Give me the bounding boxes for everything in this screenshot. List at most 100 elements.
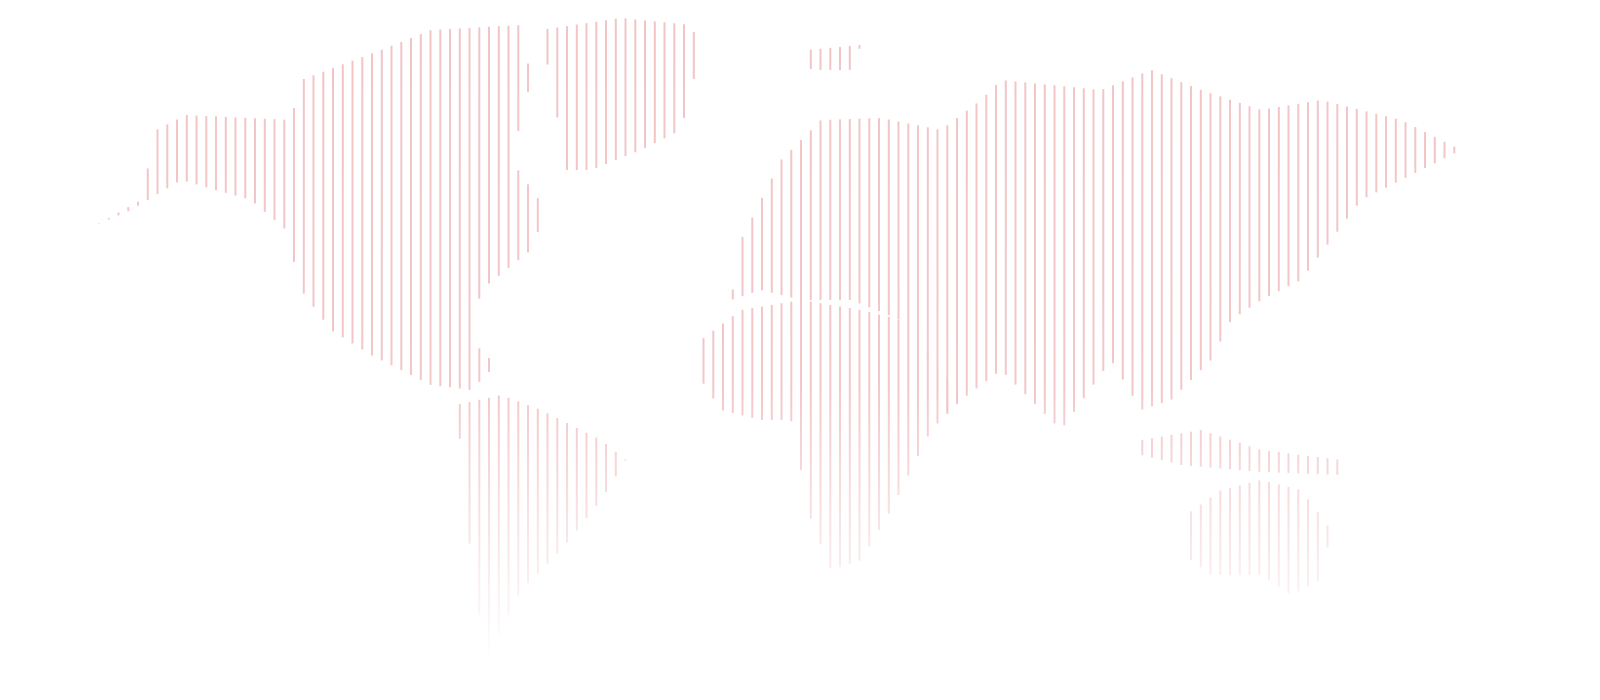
eurasia-line <box>1190 86 1192 380</box>
north-america-line <box>322 71 325 320</box>
africa-line <box>722 323 724 411</box>
north-america-line <box>166 124 169 189</box>
greenland-line <box>634 19 637 153</box>
north-america-line <box>127 207 130 212</box>
north-america-line <box>361 57 364 350</box>
southeast-asia-line <box>1190 431 1192 466</box>
eurasia-line <box>1336 104 1339 232</box>
eurasia-line <box>790 149 793 298</box>
eurasia-line <box>975 103 978 389</box>
eurasia-line <box>878 118 880 312</box>
greenland-line <box>692 31 695 79</box>
north-america-line <box>449 28 451 388</box>
south-america-line <box>527 405 529 583</box>
southeast-asia-line <box>1219 436 1222 469</box>
eurasia-line <box>965 110 968 396</box>
africa-line <box>926 353 929 437</box>
eurasia-line <box>1014 81 1017 385</box>
eurasia-line <box>1102 89 1105 371</box>
greenland-line <box>595 21 598 168</box>
north-america-line <box>263 118 266 212</box>
australia-line <box>1326 525 1329 548</box>
north-america-line <box>224 116 227 193</box>
north-america-line <box>302 79 305 294</box>
greenland-line <box>614 18 617 161</box>
eurasia-line <box>839 119 841 301</box>
australia-line <box>1219 490 1222 575</box>
greenland-line <box>575 24 578 170</box>
south-america-line <box>595 437 598 506</box>
eurasia-line <box>1326 101 1329 245</box>
north-america-line <box>312 75 315 307</box>
north-america-line <box>244 117 247 199</box>
eurasia-line <box>751 217 754 293</box>
south-america-line <box>497 395 500 635</box>
north-america-line <box>254 118 256 204</box>
eurasia-line <box>1199 89 1202 371</box>
north-america-line <box>185 115 188 182</box>
africa-line <box>800 300 802 470</box>
eurasia-line <box>1141 73 1144 410</box>
eurasia-line <box>897 121 900 319</box>
australia-line <box>1209 497 1212 575</box>
greenland-line <box>673 23 676 134</box>
eurasia-line <box>1268 108 1270 296</box>
greenland-line <box>663 22 666 139</box>
africa-line <box>790 301 793 422</box>
europe-north-line <box>839 46 841 70</box>
north-america-line <box>410 38 412 375</box>
south-america-line <box>488 397 490 654</box>
africa-line <box>839 306 841 567</box>
eurasia-line <box>1404 122 1407 178</box>
eurasia-line <box>1121 81 1124 380</box>
eurasia-line <box>1131 77 1134 396</box>
africa-line <box>887 316 890 514</box>
australia-line <box>1277 484 1280 587</box>
eurasia-line <box>1073 87 1075 412</box>
eurasia-line <box>1219 96 1222 342</box>
eurasia-line <box>1297 103 1300 282</box>
europe-north-line <box>858 45 861 49</box>
africa-line <box>819 303 822 544</box>
eurasia-line <box>1365 111 1368 198</box>
eurasia-line <box>1433 136 1436 164</box>
eurasia-line <box>1004 80 1007 375</box>
eurasia-line <box>1151 70 1153 407</box>
north-america-line <box>351 60 354 344</box>
south-america-line <box>614 451 617 477</box>
north-america-line <box>371 53 373 356</box>
north-america-line <box>527 184 529 253</box>
australia-line <box>1316 512 1319 582</box>
southeast-asia-line <box>1307 455 1309 474</box>
eurasia-line <box>1258 109 1261 302</box>
africa-line <box>936 365 939 424</box>
north-america-line <box>380 49 383 361</box>
north-america-line <box>195 115 198 185</box>
eurasia-line <box>819 120 822 300</box>
southeast-asia-line <box>1180 433 1183 465</box>
eurasia-line <box>1443 141 1446 159</box>
southeast-asia-line <box>1268 451 1270 473</box>
africa-line <box>751 308 754 418</box>
eurasia-line <box>1385 116 1387 188</box>
north-america-line <box>536 198 539 232</box>
north-america-line <box>478 348 481 382</box>
africa-line <box>897 319 900 495</box>
africa-line <box>761 306 763 420</box>
africa-line <box>878 314 880 530</box>
north-america-line <box>137 201 139 206</box>
eurasia-line <box>1034 83 1036 405</box>
eurasia-line <box>907 123 910 330</box>
eurasia-line <box>917 125 919 343</box>
eurasia-line <box>1160 74 1163 404</box>
australia-line <box>1268 482 1270 581</box>
eurasia-line <box>770 178 773 293</box>
eurasia-line <box>829 119 832 300</box>
north-america-line <box>283 119 286 229</box>
north-america-line <box>497 26 500 276</box>
north-america-line <box>293 108 295 262</box>
north-america-line <box>458 28 461 389</box>
africa-line <box>907 329 910 476</box>
north-america-line <box>488 358 490 372</box>
